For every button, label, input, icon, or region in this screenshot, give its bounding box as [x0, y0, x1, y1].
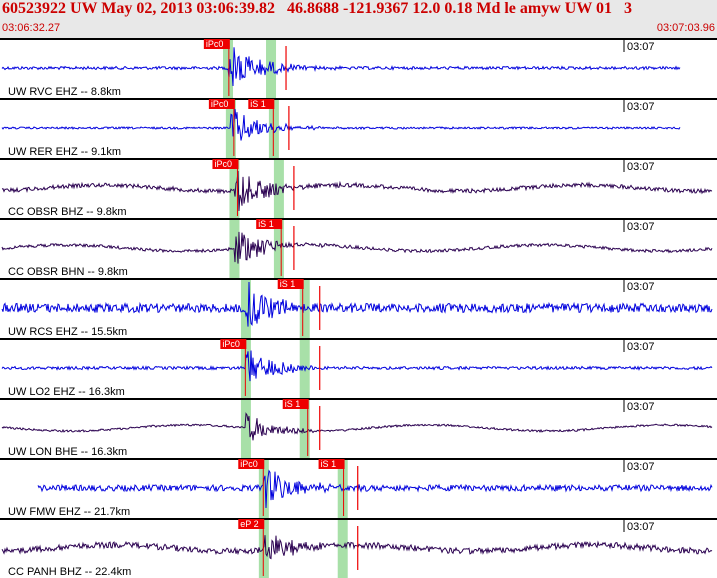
s-arrival-band: [299, 400, 310, 458]
p-arrival-band: [229, 160, 240, 218]
time-tick-label: 03:07: [627, 101, 655, 113]
time-tick-label: 03:07: [627, 461, 655, 473]
pick-label: iPc0: [240, 459, 258, 469]
pick-flag: [318, 459, 345, 469]
waveform-trace: [1, 350, 713, 382]
trace-label: CC OBSR BHN -- 9.8km: [8, 266, 128, 278]
pick-flag: [203, 39, 230, 49]
time-tick-label: 03:07: [627, 161, 655, 173]
waveform-trace: [1, 231, 713, 264]
pick-label: eP 2: [240, 519, 258, 529]
time-tick-label: 03:07: [627, 221, 655, 233]
pick-label: iPc0: [222, 339, 240, 349]
pick-flag: [220, 339, 247, 349]
pick-flag: [248, 99, 275, 109]
p-arrival-band: [240, 280, 251, 338]
time-tick-label: 03:07: [627, 41, 655, 53]
pick-label: iS 1: [280, 279, 296, 289]
seismogram-panel[interactable]: iPc0 UW RVC EHZ -- 8.8km 03:07 iPc0 iS 1 UW R…: [0, 38, 717, 578]
time-tick-label: 03:07: [627, 521, 655, 533]
waveform-trace: [1, 281, 713, 327]
trace-label: UW RCS EHZ -- 15.5km: [8, 326, 127, 338]
p-arrival-band: [240, 340, 251, 398]
pick-flag: [282, 399, 309, 409]
waveform-trace: [37, 469, 713, 509]
s-arrival-band: [273, 220, 284, 278]
trace-label: CC OBSR BHZ -- 9.8km: [8, 206, 127, 218]
time-tick-label: 03:07: [627, 401, 655, 413]
pick-label: iPc0: [214, 159, 232, 169]
p-arrival-band: [225, 100, 236, 158]
pick-label: iPc0: [211, 99, 229, 109]
pick-flag: [238, 519, 265, 529]
time-tick-label: 03:07: [627, 341, 655, 353]
p-arrival-band: [240, 400, 251, 458]
waveform-trace: [1, 412, 713, 441]
p-arrival-band: [258, 460, 269, 518]
trace-label: UW LON BHE -- 16.3km: [8, 446, 127, 458]
trace-label: UW LO2 EHZ -- 16.3km: [8, 386, 125, 398]
trace-label: UW FMW EHZ -- 21.7km: [8, 506, 130, 518]
pick-label: iS 1: [321, 459, 337, 469]
p-arrival-band: [258, 520, 269, 578]
time-tick-label: 03:07: [627, 281, 655, 293]
pick-flag: [238, 459, 265, 469]
event-title: 60523922 UW May 02, 2013 03:06:39.82 46.…: [2, 0, 633, 17]
end-time-label: 03:07:03.96: [656, 22, 715, 34]
waveform-trace: [1, 108, 681, 141]
s-arrival-band: [337, 520, 348, 578]
pick-label: iS 1: [258, 219, 274, 229]
event-header: 60523922 UW May 02, 2013 03:06:39.82 46.…: [0, 0, 717, 38]
waveform-trace: [1, 170, 713, 212]
pick-label: iS 1: [250, 99, 266, 109]
pick-label: iPc0: [206, 39, 224, 49]
trace-label: UW RER EHZ -- 9.1km: [8, 146, 121, 158]
pick-flag: [277, 279, 304, 289]
start-time-label: 03:06:32.27: [2, 22, 61, 34]
pick-label: iS 1: [285, 399, 301, 409]
trace-label: UW RVC EHZ -- 8.8km: [8, 86, 121, 98]
waveform-trace: [1, 535, 713, 560]
pick-flag: [208, 99, 235, 109]
pick-flag: [256, 219, 283, 229]
trace-label: CC PANH BHZ -- 22.4km: [8, 566, 131, 578]
pick-flag: [212, 159, 239, 169]
waveform-trace: [1, 47, 681, 87]
